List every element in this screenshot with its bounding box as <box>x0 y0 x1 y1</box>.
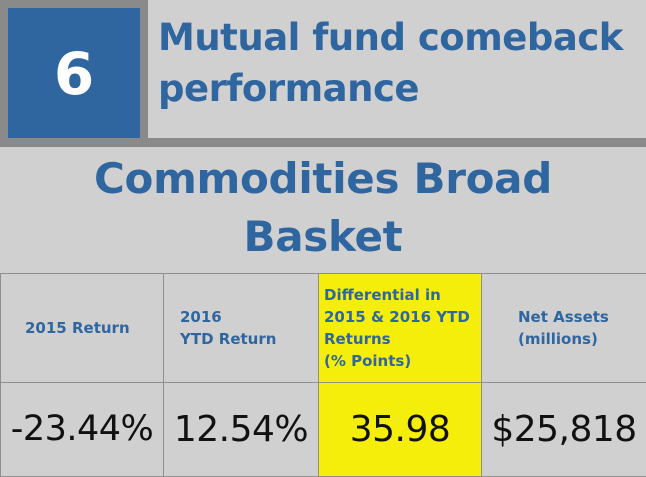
header-cell-2015-return: 2015 Return <box>1 274 164 383</box>
page-title: Mutual fund comeback performance <box>158 12 642 114</box>
rank-badge-frame: 6 <box>0 0 148 147</box>
value-cell-2015-return: -23.44% <box>1 383 164 477</box>
value-2015-return: -23.44% <box>11 409 154 449</box>
header: 6 Mutual fund comeback performance <box>0 0 646 147</box>
column-header-label: Differential in 2015 & 2016 YTD Returns … <box>319 284 481 372</box>
table-row: -23.44% 12.54% 35.98 $25,818 <box>1 383 646 477</box>
rank-number: 6 <box>54 45 94 103</box>
header-cell-differential: Differential in 2015 & 2016 YTD Returns … <box>319 274 482 383</box>
header-cell-net-assets: Net Assets (millions) <box>482 274 646 383</box>
stats-table: 2015 Return 2016 YTD Return Differential… <box>0 273 646 477</box>
fund-name: Commodities Broad Basket <box>0 150 646 266</box>
value-differential: 35.98 <box>350 409 451 450</box>
table-header-row: 2015 Return 2016 YTD Return Differential… <box>1 274 646 383</box>
header-cell-2016-ytd-return: 2016 YTD Return <box>164 274 319 383</box>
rank-badge: 6 <box>8 8 140 139</box>
value-net-assets: $25,818 <box>491 409 636 450</box>
value-cell-net-assets: $25,818 <box>482 383 646 477</box>
column-header-label: 2015 Return <box>1 317 163 339</box>
column-header-label: Net Assets (millions) <box>482 306 646 350</box>
value-cell-2016-ytd-return: 12.54% <box>164 383 319 477</box>
column-header-label: 2016 YTD Return <box>164 306 318 350</box>
value-2016-ytd-return: 12.54% <box>174 409 308 450</box>
value-cell-differential: 35.98 <box>319 383 482 477</box>
header-divider <box>0 138 646 147</box>
